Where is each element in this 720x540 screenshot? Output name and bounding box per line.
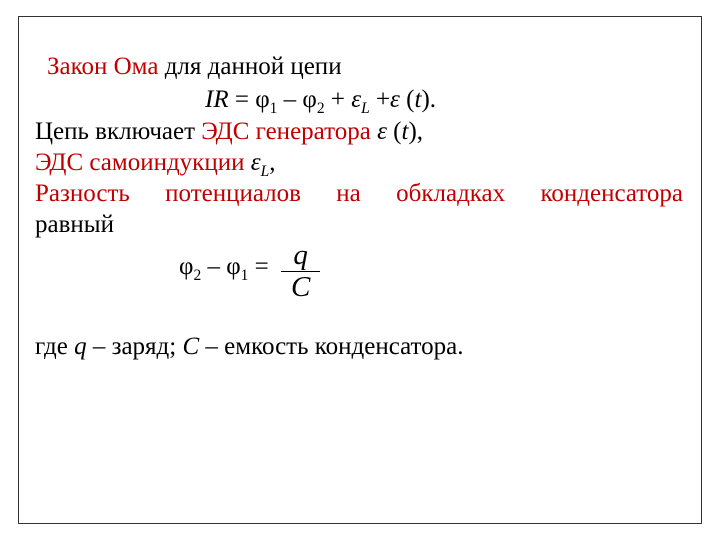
l3b: ε <box>244 149 260 176</box>
title-rest: для данной цепи <box>158 53 341 80</box>
eq-phi2: φ <box>302 86 316 113</box>
fraction: q C <box>281 241 320 303</box>
l2a: Цепь включает <box>35 118 201 145</box>
eq-plus2: + <box>370 86 390 113</box>
eq-phi1: φ <box>255 86 269 113</box>
l3a: ЭДС самоиндукции <box>35 149 244 176</box>
line-where: где q – заряд; С – емкость конденсатора. <box>35 331 683 362</box>
title-line: Закон Ома для данной цепи <box>35 51 683 82</box>
fd: С <box>182 333 199 360</box>
slide: Закон Ома для данной цепи IR = φ1 – φ2 +… <box>0 0 720 540</box>
eq-minus: – <box>277 86 302 113</box>
phi-minus: – <box>201 253 226 280</box>
eq-ir: IR <box>205 86 229 113</box>
eq-eps: ε <box>390 86 406 113</box>
fraction-denominator: C <box>281 271 320 303</box>
eq-eq: = <box>229 86 256 113</box>
phi-fraction-line: φ2 – φ1 = q C <box>35 241 683 303</box>
title-accent: Закон Ома <box>47 53 158 80</box>
l2b: ЭДС генератора <box>201 118 371 145</box>
phi2: φ <box>179 253 193 280</box>
phi-eq: = <box>248 253 268 280</box>
line-selfinduction: ЭДС самоиндукции εL, <box>35 147 683 178</box>
phi1: φ <box>226 253 240 280</box>
l3d: , <box>269 149 275 176</box>
eq-plus1: + <box>325 86 352 113</box>
fraction-numerator: q <box>281 241 320 272</box>
fe: – емкость конденсатора. <box>199 333 463 360</box>
content-frame: Закон Ома для данной цепи IR = φ1 – φ2 +… <box>18 16 702 524</box>
spacer <box>35 303 683 331</box>
eq-subl: L <box>361 100 370 117</box>
line-generator: Цепь включает ЭДС генератора ε (t), <box>35 116 683 147</box>
eq-sub2: 2 <box>317 100 325 117</box>
line-equal: равный <box>35 209 683 240</box>
line-potential: Разность потенциалов на обкладках конден… <box>35 178 683 209</box>
l2f: ), <box>408 118 423 145</box>
l2c: ε <box>371 118 393 145</box>
fa: где <box>35 333 74 360</box>
eq-epsl: ε <box>351 86 361 113</box>
l5: равный <box>35 211 114 238</box>
phi-lhs: φ2 – φ1 = <box>179 251 269 282</box>
fc: – заряд; <box>87 333 183 360</box>
l4a: Разность потенциалов на обкладках конден… <box>35 180 683 207</box>
fb: q <box>74 333 87 360</box>
ohm-formula: IR = φ1 – φ2 + εL +ε (t). <box>35 84 683 115</box>
l2d: ( <box>393 118 401 145</box>
eq-end: ). <box>421 86 436 113</box>
